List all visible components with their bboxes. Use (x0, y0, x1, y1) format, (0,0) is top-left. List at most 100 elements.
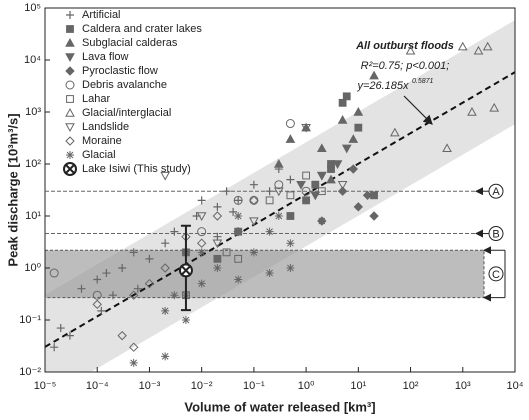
point (234, 227, 243, 236)
point (332, 160, 343, 170)
point (234, 275, 243, 284)
point (213, 232, 222, 241)
point (310, 191, 321, 201)
fit-stats: R²=0.75; p<0.001; (361, 60, 450, 72)
marker-part (362, 190, 373, 201)
marker-part (265, 227, 274, 236)
x-tick-label: 10⁻² (191, 380, 213, 392)
marker-part (65, 123, 75, 133)
range-label: C (492, 269, 500, 281)
marker-part (117, 330, 127, 341)
point (160, 171, 171, 181)
marker-part (389, 127, 400, 137)
marker-part (327, 165, 335, 173)
legend-label: Debris avalanche (82, 79, 167, 91)
point (405, 45, 416, 55)
point (161, 306, 170, 315)
point (265, 227, 274, 236)
marker-part (310, 191, 321, 201)
point (197, 279, 206, 288)
marker-part (66, 151, 74, 159)
x-tick-label: 10⁰ (298, 380, 315, 392)
point (317, 217, 326, 226)
x-tick-label: 10⁻⁴ (86, 380, 109, 392)
point (49, 268, 59, 278)
marker-part (369, 70, 379, 80)
y-tick-label: 10² (25, 158, 41, 170)
y-tick-label: 10⁰ (24, 262, 41, 274)
y-tick-label: 10³ (25, 106, 41, 118)
label-circle (488, 183, 504, 199)
fit-pointer (403, 95, 433, 125)
reference-label: A (492, 186, 500, 198)
data-layer (49, 41, 500, 367)
marker-part (145, 254, 154, 263)
point (337, 180, 348, 190)
point (66, 11, 74, 19)
marker-part (66, 11, 74, 19)
point (77, 284, 86, 293)
point (229, 207, 238, 216)
point (353, 106, 364, 116)
point (301, 186, 311, 196)
point (196, 212, 207, 222)
point (249, 180, 258, 189)
marker-part (129, 248, 138, 257)
x-tick-label: 10⁻⁵ (34, 380, 57, 392)
marker-part (133, 284, 142, 293)
point (316, 143, 327, 153)
point (145, 254, 154, 263)
point (273, 158, 284, 168)
point (353, 202, 364, 212)
marker-part (160, 263, 170, 273)
marker-part (66, 25, 74, 33)
marker-part (286, 191, 295, 200)
point (65, 80, 75, 90)
point (144, 278, 155, 289)
point (233, 226, 243, 237)
point (161, 352, 170, 361)
point (129, 290, 139, 300)
point (286, 239, 295, 248)
marker-part (348, 134, 359, 143)
point (473, 45, 484, 55)
marker-part (144, 278, 155, 289)
reference-label: B (492, 228, 499, 240)
point (327, 165, 335, 173)
point (249, 217, 259, 227)
marker-part (337, 186, 348, 196)
point (197, 227, 207, 237)
legend-label: Lahar (82, 93, 110, 105)
label-circle (488, 266, 504, 282)
marker-part (197, 196, 206, 205)
point (93, 275, 102, 284)
point (170, 291, 179, 300)
x-axis-title: Volume of water released [km³] (184, 399, 375, 414)
point (65, 53, 75, 63)
point (317, 187, 326, 196)
point (65, 107, 75, 117)
point (234, 254, 243, 263)
point (133, 284, 142, 293)
y-tick-label: 10⁻² (19, 366, 41, 378)
point (56, 324, 65, 333)
marker-part (65, 107, 75, 117)
x-tick-label: 10⁻³ (139, 380, 161, 392)
marker-part (213, 254, 222, 263)
marker-part (181, 316, 190, 324)
point (265, 196, 274, 205)
point (65, 66, 75, 76)
marker-part (348, 164, 358, 174)
point (178, 263, 193, 278)
point (326, 174, 336, 184)
point (338, 98, 347, 107)
point (212, 239, 223, 249)
point (50, 343, 59, 352)
marker-part (66, 95, 74, 103)
legend-label: Glacial/interglacial (82, 107, 171, 119)
fit-exponent: 0.5871 (412, 78, 434, 85)
marker-part (65, 136, 75, 146)
legend-label: Glacial (82, 149, 116, 161)
y-tick-label: 10⁴ (24, 54, 41, 66)
